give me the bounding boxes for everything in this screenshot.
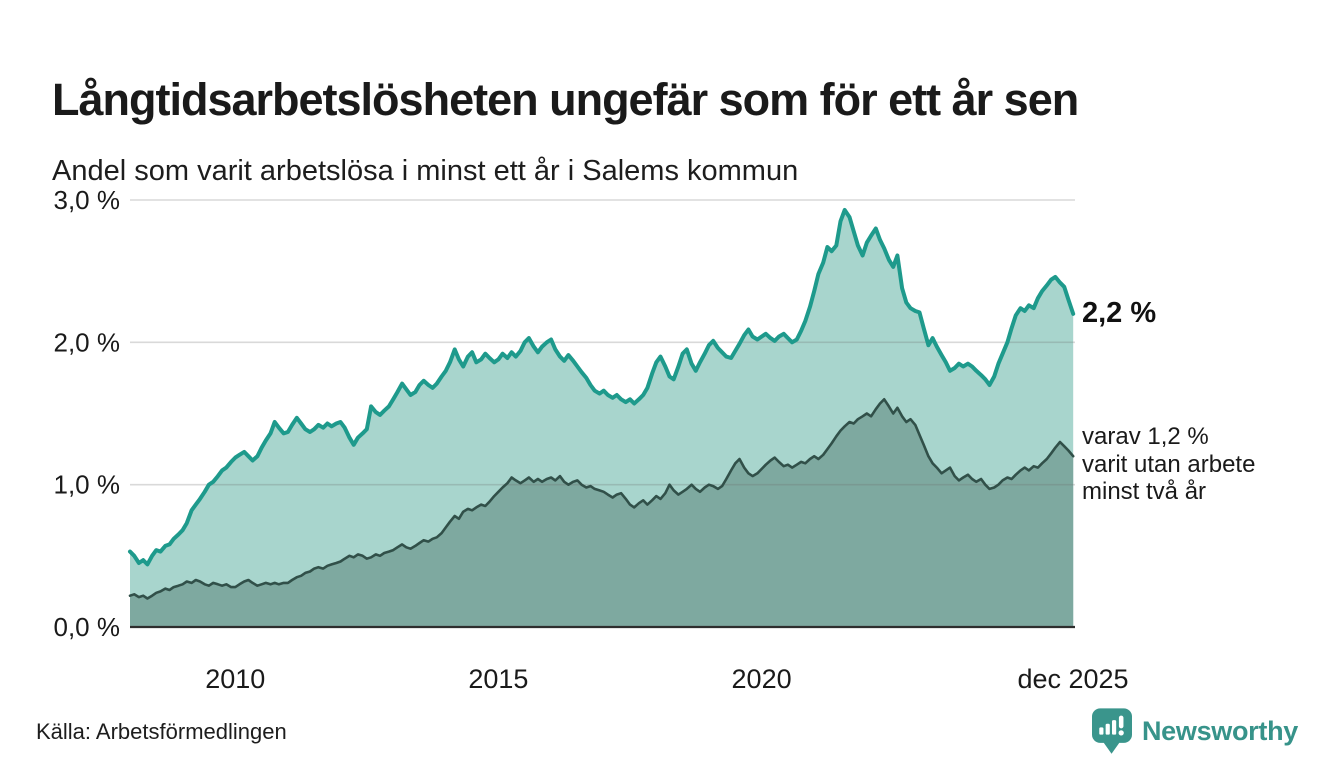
y-tick-label: 3,0 % [54, 185, 121, 215]
y-tick-label: 1,0 % [54, 470, 121, 500]
secondary-series-annotation: varav 1,2 % varit utan arbete minst två … [1082, 423, 1255, 506]
secondary-annotation-line-1: varav 1,2 % [1082, 423, 1209, 450]
y-tick-label: 2,0 % [54, 327, 121, 357]
x-tick-label: dec 2025 [1017, 664, 1128, 694]
chart-gridlines [130, 199, 1075, 486]
x-tick-label: 2015 [468, 664, 528, 694]
newsworthy-icon [1091, 708, 1132, 754]
series-1-line [128, 208, 1076, 567]
y-axis-labels: 0,0 % 1,0 % 2,0 % 3,0 % [54, 185, 121, 642]
secondary-annotation-line-3: minst två år [1082, 478, 1207, 505]
brand-name: Newsworthy [1141, 716, 1298, 746]
source-note: Källa: Arbetsförmedlingen [36, 719, 287, 744]
x-tick-label: 2010 [205, 664, 265, 694]
series-2-line [128, 398, 1075, 600]
brand-logo: Newsworthy [1091, 708, 1298, 755]
chart-series-lines [128, 208, 1076, 600]
series-2-fill [130, 399, 1074, 627]
x-tick-label: 2020 [732, 664, 792, 694]
latest-value-annotation: 2,2 % [1082, 297, 1157, 329]
secondary-annotation-line-2: varit utan arbete [1082, 450, 1256, 478]
page-title: Långtidsarbetslösheten ungefär som för e… [52, 74, 1079, 126]
page-subtitle: Andel som varit arbetslösa i minst ett å… [52, 155, 799, 187]
chart-fill-areas [130, 210, 1074, 627]
x-axis-labels: 2010 2015 2020 dec 2025 [205, 664, 1128, 694]
y-tick-label: 0,0 % [54, 612, 121, 642]
